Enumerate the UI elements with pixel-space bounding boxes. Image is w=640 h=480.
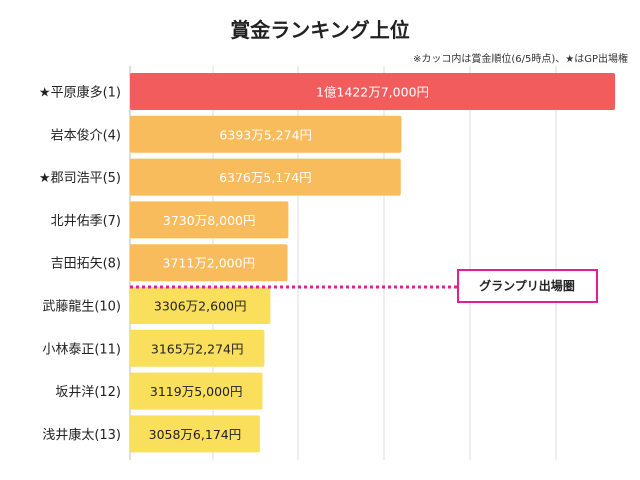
bar (130, 415, 260, 453)
category-label: ★郡司浩平(5) (39, 171, 121, 186)
bar (130, 201, 289, 239)
bar (130, 73, 615, 110)
category-label: 坂井洋(12) (55, 385, 121, 400)
category-label: 武藤龍生(10) (42, 299, 121, 315)
value-label: 3058万6,174円 (149, 427, 242, 442)
bar (130, 115, 402, 153)
category-label: 小林泰正(11) (42, 342, 121, 357)
cutoff-label: グランプリ出場圏 (479, 278, 575, 293)
chart-note: ※カッコ内は賞金順位(6/5時点)、★はGP出場権 (412, 54, 628, 65)
category-label: 吉田拓矢(8) (51, 257, 121, 272)
chart-title: 賞金ランキング上位 (230, 18, 410, 42)
category-label: 岩本俊介(4) (51, 128, 121, 143)
value-label: 6376万5,174円 (219, 170, 312, 185)
value-label: 3119万5,000円 (150, 384, 243, 399)
cutoff-label-box (457, 269, 598, 303)
bar (130, 329, 265, 367)
category-label: ★平原康多(1) (39, 85, 121, 101)
bar (130, 287, 271, 324)
value-label: 3730万8,000円 (163, 213, 256, 228)
category-label: 北井佑季(7) (51, 214, 121, 229)
bar (130, 372, 263, 410)
bar (130, 244, 288, 282)
category-label: 浅井康太(13) (42, 427, 121, 443)
cutoff-marker: グランプリ出場圏 (130, 269, 598, 303)
value-label: 3306万2,600円 (154, 299, 247, 314)
value-label: 3165万2,274円 (151, 341, 244, 356)
value-label: 1億1422万7,000円 (316, 85, 429, 100)
value-label: 3711万2,000円 (162, 256, 255, 271)
value-label: 6393万5,274円 (219, 127, 312, 142)
bar (130, 158, 401, 196)
